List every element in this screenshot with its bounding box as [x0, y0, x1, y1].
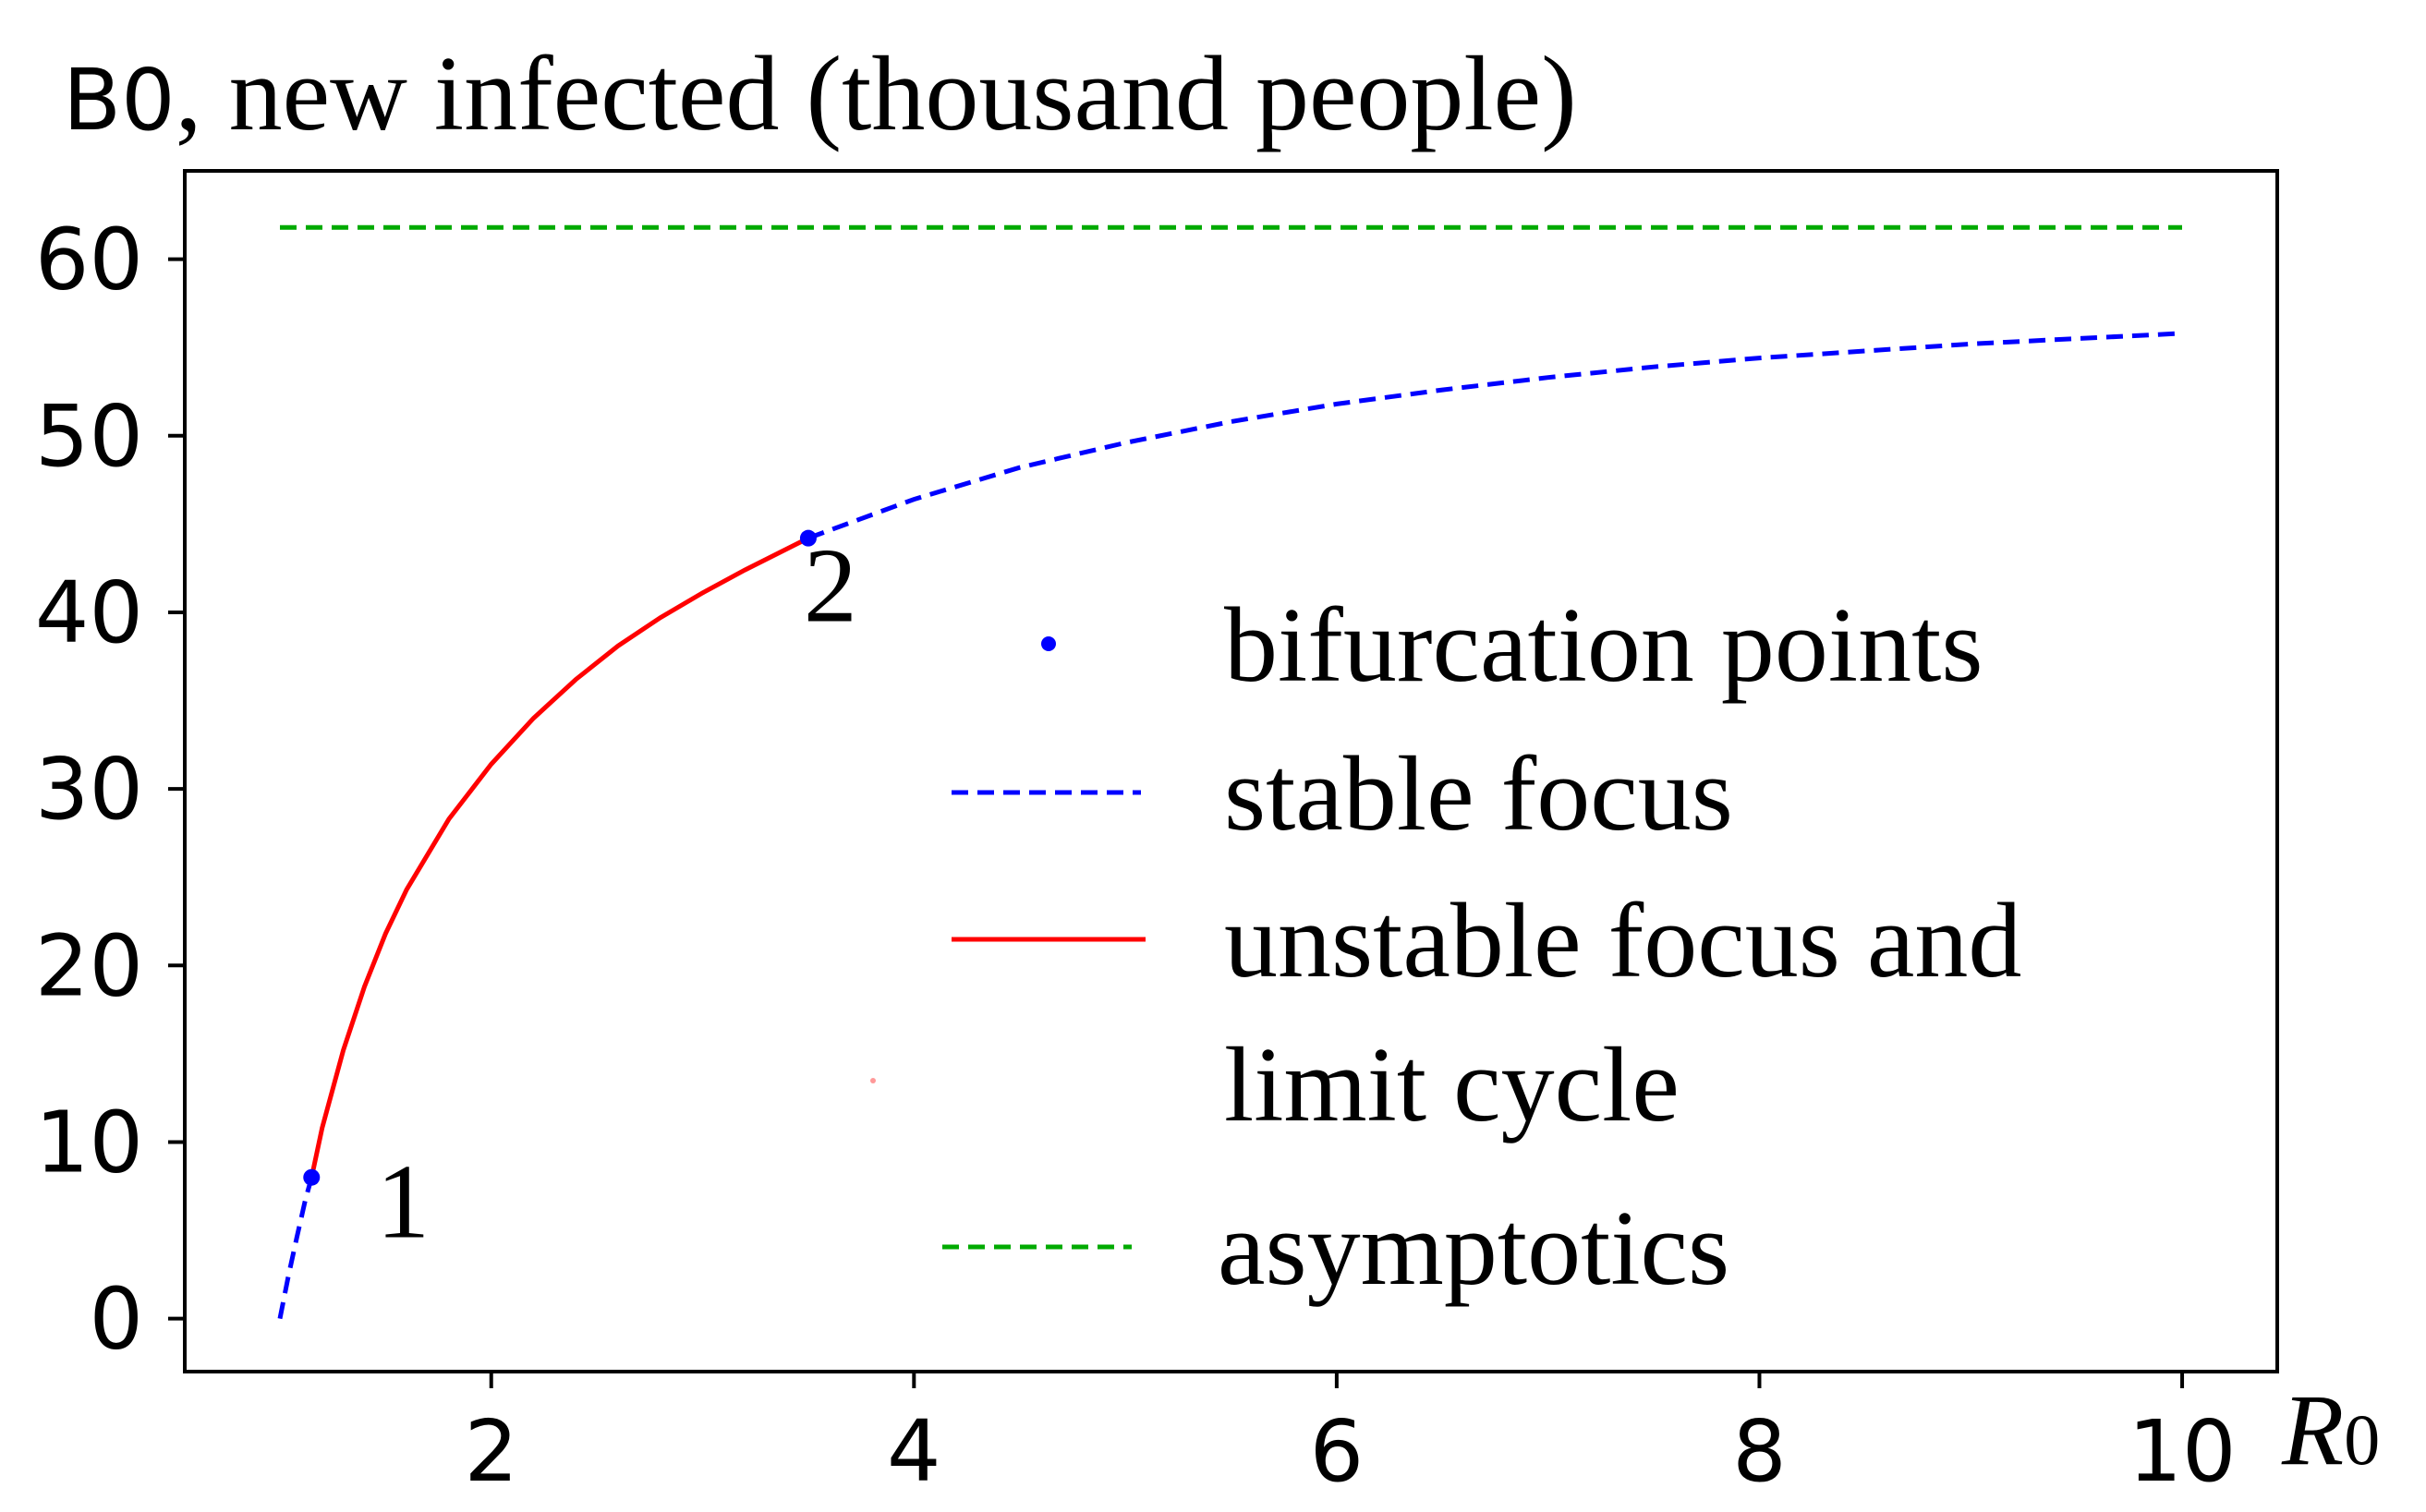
series-line-unstable — [309, 536, 810, 1179]
x-axis-label-sub: 0 — [2344, 1399, 2380, 1480]
bifurcation-point-label: 1 — [376, 1143, 430, 1262]
title-prefix: B0 — [63, 51, 176, 150]
y-tick-label: 50 — [35, 387, 143, 486]
x-tick-label: 2 — [464, 1402, 518, 1501]
bifurcation-markers: 12 — [303, 527, 857, 1262]
bifurcation-point-label: 2 — [804, 527, 857, 646]
y-tick-label: 10 — [35, 1093, 143, 1191]
stray-dot — [870, 1078, 876, 1083]
y-tick-label: 60 — [35, 211, 143, 309]
chart-title: B0, new infected (thousand people) — [63, 35, 1577, 153]
legend-label-stable-focus: stable focus — [1224, 735, 1733, 853]
y-tick-label: 0 — [89, 1270, 143, 1369]
legend-label-asymptotics: asymptotics — [1218, 1190, 1729, 1308]
x-axis-label: R0 — [2281, 1373, 2380, 1486]
series-line-stable-segment-1 — [277, 1177, 314, 1320]
title-main: , new infected (thousand people) — [176, 35, 1577, 153]
series-lines — [277, 224, 2183, 1320]
x-tick-label: 4 — [887, 1402, 941, 1501]
bifurcation-point — [799, 529, 817, 547]
x-tick-label: 8 — [1732, 1402, 1787, 1501]
legend: bifurcation points stable focus unstable… — [942, 587, 2021, 1308]
legend-label-unstable-focus-line1: unstable focus and — [1224, 882, 2021, 1000]
legend-label-unstable-focus-line2: limit cycle — [1224, 1026, 1680, 1144]
x-tick-label: 10 — [2129, 1402, 2237, 1501]
y-tick-label: 30 — [35, 740, 143, 839]
legend-marker-bifurcation-points — [1041, 636, 1056, 651]
x-axis-label-main: R — [2281, 1373, 2344, 1486]
axes: 2 4 6 8 10 0 10 20 30 40 50 60 — [35, 211, 2237, 1501]
x-tick-label: 6 — [1310, 1402, 1365, 1501]
bifurcation-point — [303, 1168, 321, 1186]
y-tick-label: 40 — [35, 563, 143, 662]
y-tick-label: 20 — [35, 916, 143, 1015]
plot-area-frame — [183, 169, 2279, 1373]
series-line-stable-segment-2 — [807, 331, 2183, 540]
legend-label-bifurcation-points: bifurcation points — [1224, 587, 1983, 705]
